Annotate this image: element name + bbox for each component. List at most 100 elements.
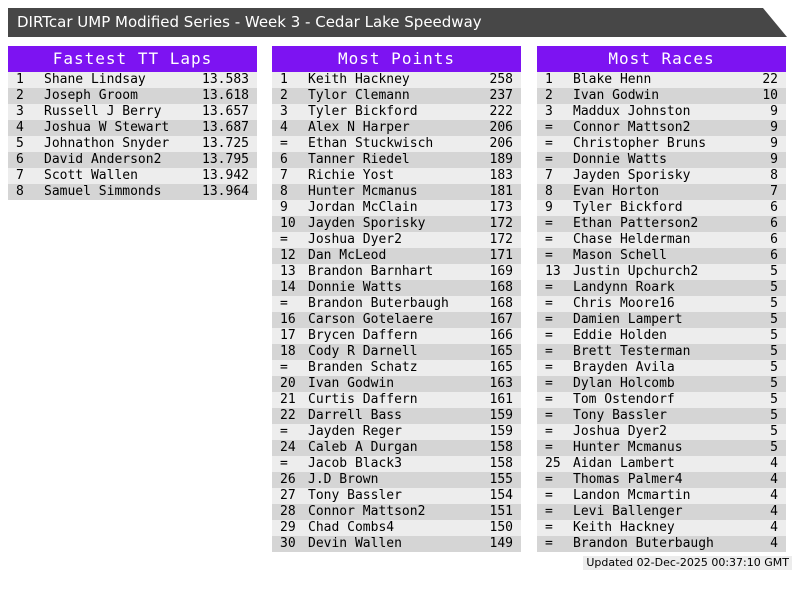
driver-name-cell: Jordan McClain	[308, 200, 418, 215]
value-cell: 222	[489, 104, 513, 119]
value-cell: 4	[770, 520, 778, 535]
driver-name-cell: Jayden Sporisky	[308, 216, 426, 231]
value-cell: 237	[489, 88, 513, 103]
rank-cell: =	[545, 328, 553, 343]
table-row: 1 Blake Henn 22	[537, 72, 786, 88]
table-row: = Jayden Reger 159	[272, 424, 521, 440]
driver-name-cell: Eddie Holden	[573, 328, 667, 343]
driver-name-cell: Devin Wallen	[308, 536, 402, 551]
value-cell: 4	[770, 472, 778, 487]
value-cell: 159	[489, 424, 513, 439]
rank-cell: 17	[280, 328, 296, 343]
value-cell: 189	[489, 152, 513, 167]
value-cell: 13.725	[202, 136, 249, 151]
driver-name-cell: Russell J Berry	[44, 104, 162, 119]
driver-name-cell: Brycen Daffern	[308, 328, 418, 343]
driver-name-cell: Ivan Godwin	[573, 88, 660, 103]
rank-cell: 5	[16, 136, 24, 151]
value-cell: 5	[770, 312, 778, 327]
value-cell: 173	[489, 200, 513, 215]
table-row: 29 Chad Combs4 150	[272, 520, 521, 536]
value-cell: 13.618	[202, 88, 249, 103]
table-body: 1 Shane Lindsay 13.583 2 Joseph Groom 13.618 3…	[8, 72, 257, 200]
rank-cell: 14	[280, 280, 296, 295]
table-body: 1 Blake Henn 22 2 Ivan Godwin 10 3 Maddux Johns…	[537, 72, 786, 552]
driver-name-cell: Jayden Reger	[308, 424, 402, 439]
value-cell: 4	[770, 504, 778, 519]
value-cell: 5	[770, 296, 778, 311]
value-cell: 166	[489, 328, 513, 343]
value-cell: 9	[770, 120, 778, 135]
table-row: = Christopher Bruns 9	[537, 136, 786, 152]
rank-cell: 28	[280, 504, 296, 519]
table-row: 26 J.D Brown 155	[272, 472, 521, 488]
value-cell: 7	[770, 184, 778, 199]
rank-cell: 6	[16, 152, 24, 167]
driver-name-cell: Dan McLeod	[308, 248, 387, 263]
rank-cell: 4	[16, 120, 24, 135]
updated-timestamp: Updated 02-Dec-2025 00:37:10 GMT	[583, 556, 792, 570]
rank-cell: =	[280, 424, 288, 439]
driver-name-cell: Dylan Holcomb	[573, 376, 675, 391]
rank-cell: 3	[280, 104, 288, 119]
value-cell: 172	[489, 232, 513, 247]
rank-cell: 7	[280, 168, 288, 183]
driver-name-cell: Joshua Dyer2	[573, 424, 667, 439]
driver-name-cell: Scott Wallen	[44, 168, 138, 183]
rank-cell: =	[545, 520, 553, 535]
rank-cell: =	[280, 456, 288, 471]
table-row: = Ethan Stuckwisch 206	[272, 136, 521, 152]
driver-name-cell: Tom Ostendorf	[573, 392, 675, 407]
value-cell: 181	[489, 184, 513, 199]
driver-name-cell: Johnathon Snyder	[44, 136, 170, 151]
driver-name-cell: Carson Gotelaere	[308, 312, 434, 327]
rank-cell: 2	[280, 88, 288, 103]
driver-name-cell: Landynn Roark	[573, 280, 675, 295]
table-row: 9 Jordan McClain 173	[272, 200, 521, 216]
table-row: 3 Russell J Berry 13.657	[8, 104, 257, 120]
table-row: 14 Donnie Watts 168	[272, 280, 521, 296]
driver-name-cell: Richie Yost	[308, 168, 395, 183]
value-cell: 6	[770, 216, 778, 231]
value-cell: 159	[489, 408, 513, 423]
driver-name-cell: Keith Hackney	[308, 72, 410, 87]
rank-cell: 7	[16, 168, 24, 183]
rank-cell: 6	[280, 152, 288, 167]
table-row: 2 Joseph Groom 13.618	[8, 88, 257, 104]
driver-name-cell: Chris Moore16	[573, 296, 675, 311]
panel-title: Most Points	[272, 46, 521, 72]
rank-cell: =	[545, 392, 553, 407]
value-cell: 9	[770, 104, 778, 119]
value-cell: 13.657	[202, 104, 249, 119]
rank-cell: 7	[545, 168, 553, 183]
table-row: 20 Ivan Godwin 163	[272, 376, 521, 392]
table-row: 5 Johnathon Snyder 13.725	[8, 136, 257, 152]
table-row: = Brandon Buterbaugh 4	[537, 536, 786, 552]
driver-name-cell: Thomas Palmer4	[573, 472, 683, 487]
table-row: = Chase Helderman 6	[537, 232, 786, 248]
driver-name-cell: Darrell Bass	[308, 408, 402, 423]
driver-name-cell: Joshua W Stewart	[44, 120, 170, 135]
rank-cell: 9	[280, 200, 288, 215]
table-row: = Thomas Palmer4 4	[537, 472, 786, 488]
rank-cell: =	[545, 120, 553, 135]
value-cell: 4	[770, 536, 778, 551]
driver-name-cell: Joshua Dyer2	[308, 232, 402, 247]
value-cell: 258	[489, 72, 513, 87]
rank-cell: 3	[545, 104, 553, 119]
table-row: 16 Carson Gotelaere 167	[272, 312, 521, 328]
value-cell: 165	[489, 344, 513, 359]
driver-name-cell: Curtis Daffern	[308, 392, 418, 407]
panel-most-points: Most Points 1 Keith Hackney 258 2 Tylor Clem…	[272, 46, 521, 552]
value-cell: 8	[770, 168, 778, 183]
rank-cell: 2	[16, 88, 24, 103]
value-cell: 183	[489, 168, 513, 183]
table-row: 3 Tyler Bickford 222	[272, 104, 521, 120]
driver-name-cell: Hunter Mcmanus	[573, 440, 683, 455]
driver-name-cell: Alex N Harper	[308, 120, 410, 135]
rank-cell: =	[280, 296, 288, 311]
value-cell: 10	[762, 88, 778, 103]
table-row: 12 Dan McLeod 171	[272, 248, 521, 264]
driver-name-cell: Landon Mcmartin	[573, 488, 691, 503]
driver-name-cell: Hunter Mcmanus	[308, 184, 418, 199]
